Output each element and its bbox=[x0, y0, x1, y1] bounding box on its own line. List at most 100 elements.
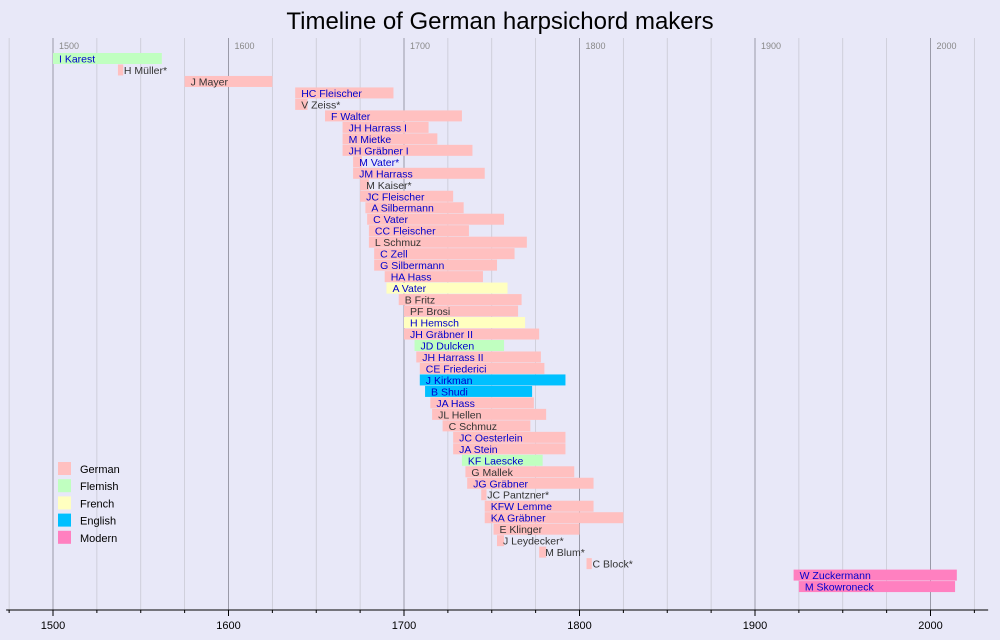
bar bbox=[342, 144, 473, 156]
bar-label: JH Gräbner II bbox=[410, 329, 473, 341]
bar-label: G Mallek bbox=[471, 467, 513, 479]
bar-label: M Vater* bbox=[359, 157, 399, 169]
legend-swatch bbox=[58, 496, 71, 510]
bar-label: JC Oesterlein bbox=[459, 432, 523, 444]
bar-label: CC Fleischer bbox=[375, 226, 436, 238]
bar-label: JC Fleischer bbox=[366, 191, 425, 203]
bar bbox=[493, 523, 580, 535]
legend-label: German bbox=[80, 464, 120, 476]
bar-label: CE Friederici bbox=[426, 363, 487, 375]
bar bbox=[365, 202, 464, 214]
legend-label: Flemish bbox=[80, 481, 119, 493]
bar bbox=[368, 225, 469, 237]
bar-label: JL Hellen bbox=[438, 409, 482, 421]
bar bbox=[539, 546, 547, 558]
bar bbox=[419, 374, 566, 386]
bar-label: L Schmuz bbox=[375, 237, 421, 249]
top-tick-label: 1600 bbox=[235, 41, 255, 51]
bar bbox=[53, 53, 162, 64]
bar-label: M Skowroneck bbox=[805, 582, 875, 594]
bar bbox=[461, 454, 543, 466]
x-tick-label: 1600 bbox=[216, 620, 240, 632]
bar-label: JC Pantzner* bbox=[487, 490, 549, 502]
bar bbox=[353, 156, 362, 168]
bar bbox=[386, 282, 508, 294]
x-axis: 1500 1600 1700 1800 1900 2000 bbox=[6, 609, 989, 632]
bar bbox=[404, 328, 540, 340]
bar bbox=[295, 87, 394, 99]
bar-label: JA Stein bbox=[459, 444, 498, 456]
bar bbox=[342, 133, 438, 145]
legend-label: Modern bbox=[80, 533, 117, 545]
bar-label: KF Laescke bbox=[468, 455, 524, 467]
legend-swatch bbox=[58, 479, 71, 493]
bar-label: W Zuckermann bbox=[800, 570, 871, 582]
bar bbox=[398, 294, 522, 306]
bar bbox=[465, 466, 575, 478]
bar-label: M Mietke bbox=[349, 134, 392, 146]
bar bbox=[367, 213, 505, 225]
bar bbox=[360, 190, 454, 202]
legend-label: French bbox=[80, 498, 114, 510]
bar-label: HC Fleischer bbox=[301, 88, 362, 100]
bar-label: JD Dulcken bbox=[421, 341, 475, 353]
bar bbox=[430, 397, 534, 409]
bar-label: A Silbermann bbox=[371, 203, 434, 215]
bar bbox=[453, 431, 566, 443]
bar-label: M Blum* bbox=[545, 547, 585, 559]
legend-swatch bbox=[58, 462, 71, 475]
bar-label: C Zell bbox=[380, 249, 407, 261]
top-tick-label: 1800 bbox=[586, 41, 606, 51]
x-tick-label: 1500 bbox=[41, 620, 65, 632]
bar-label: A Vater bbox=[392, 283, 426, 295]
bar-label: C Block* bbox=[593, 559, 633, 571]
bar bbox=[342, 121, 429, 133]
bar bbox=[586, 558, 592, 570]
bar-label: G Silbermann bbox=[380, 260, 444, 272]
top-tick-label: 2000 bbox=[937, 41, 957, 51]
bar bbox=[404, 305, 519, 317]
x-tick-label: 2000 bbox=[918, 620, 942, 632]
bar-label: F Walter bbox=[331, 111, 371, 123]
bar bbox=[414, 340, 505, 351]
bar-label: J Leydecker* bbox=[503, 536, 564, 548]
bar bbox=[484, 512, 624, 524]
bar-label: JH Gräbner I bbox=[349, 145, 409, 157]
bar bbox=[368, 236, 527, 248]
bar-label: B Shudi bbox=[431, 386, 468, 398]
bar bbox=[384, 271, 483, 283]
top-tick-label: 1500 bbox=[59, 41, 79, 51]
bar-label: H Müller* bbox=[124, 65, 167, 77]
bar-label: J Kirkman bbox=[426, 375, 473, 387]
bar bbox=[184, 75, 273, 87]
bar-label: KA Gräbner bbox=[491, 513, 546, 525]
bar bbox=[442, 420, 531, 432]
bar-label: H Hemsch bbox=[410, 318, 459, 330]
bar bbox=[419, 362, 545, 374]
legend-label: English bbox=[80, 516, 116, 528]
bar-label: B Fritz bbox=[405, 295, 435, 307]
bar bbox=[497, 535, 505, 547]
bar-label: JH Harrass II bbox=[422, 352, 483, 364]
bar bbox=[374, 248, 515, 260]
bar bbox=[481, 489, 487, 501]
bar bbox=[432, 408, 547, 420]
bar-label: V Zeiss* bbox=[301, 99, 340, 111]
bar-label: PF Brosi bbox=[410, 306, 450, 318]
legend-swatch bbox=[58, 530, 71, 544]
bar-label: J Mayer bbox=[191, 76, 229, 88]
top-tick-label: 1900 bbox=[761, 41, 781, 51]
bar-label: M Kaiser* bbox=[366, 180, 412, 192]
x-tick-label: 1700 bbox=[392, 620, 416, 632]
bar bbox=[798, 581, 956, 593]
bar-label: JG Gräbner bbox=[473, 478, 528, 490]
top-tick-label: 1700 bbox=[410, 41, 430, 51]
bar-label: C Schmuz bbox=[449, 421, 497, 433]
bar bbox=[295, 98, 308, 110]
bar-label: JH Harrass I bbox=[349, 122, 407, 134]
legend: German Flemish French English Modern bbox=[58, 462, 120, 545]
bar bbox=[117, 64, 124, 76]
bar bbox=[353, 167, 485, 179]
